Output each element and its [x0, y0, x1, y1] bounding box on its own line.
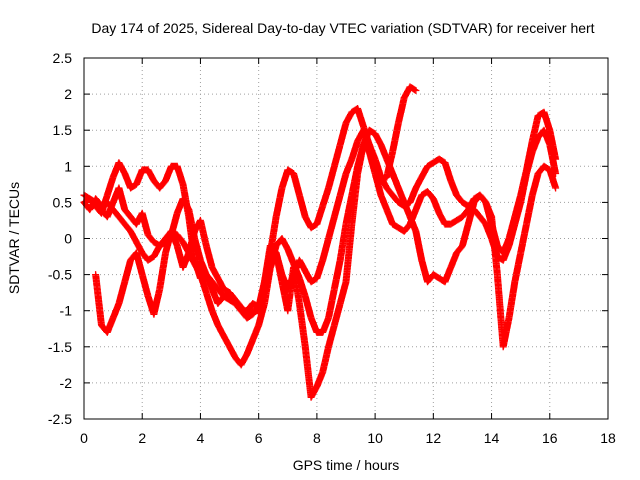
x-tick-label: 0 — [80, 430, 88, 446]
y-tick-label: -1 — [60, 303, 73, 319]
interpolated-points — [92, 127, 559, 400]
interpolated-points — [81, 84, 419, 315]
y-tick-label: 0 — [64, 231, 72, 247]
chart-title: Day 174 of 2025, Sidereal Day-to-day VTE… — [91, 20, 594, 36]
y-tick-label: 1 — [64, 158, 72, 174]
y-tick-label: -2 — [60, 375, 73, 391]
x-tick-label: 8 — [313, 430, 321, 446]
y-axis-label: SDTVAR / TECUs — [6, 182, 22, 294]
y-tick-label: -2.5 — [48, 411, 72, 427]
y-tick-label: 1.5 — [53, 122, 73, 138]
y-tick-label: 0.5 — [53, 194, 73, 210]
data-points — [80, 83, 560, 401]
x-tick-label: 14 — [484, 430, 500, 446]
axis-ticks: 0 2 4 6 8 10 12 14 16 18 2.5 2 1.5 1 0.5 0 -0.5 -1 -1.5 -2 -… — [48, 50, 616, 446]
y-tick-label: -0.5 — [48, 267, 72, 283]
x-tick-label: 16 — [542, 430, 558, 446]
x-axis-label: GPS time / hours — [293, 457, 400, 473]
x-tick-label: 2 — [138, 430, 146, 446]
series-track-4 — [92, 126, 560, 401]
plot-frame — [83, 57, 609, 420]
x-tick-label: 6 — [255, 430, 263, 446]
y-tick-label: -1.5 — [48, 339, 72, 355]
x-tick-label: 4 — [197, 430, 205, 446]
x-tick-label: 18 — [600, 430, 616, 446]
x-tick-label: 10 — [367, 430, 383, 446]
y-tick-label: 2.5 — [53, 50, 73, 66]
series-track-2 — [80, 83, 420, 315]
y-tick-label: 2 — [64, 86, 72, 102]
x-tick-label: 12 — [426, 430, 442, 446]
